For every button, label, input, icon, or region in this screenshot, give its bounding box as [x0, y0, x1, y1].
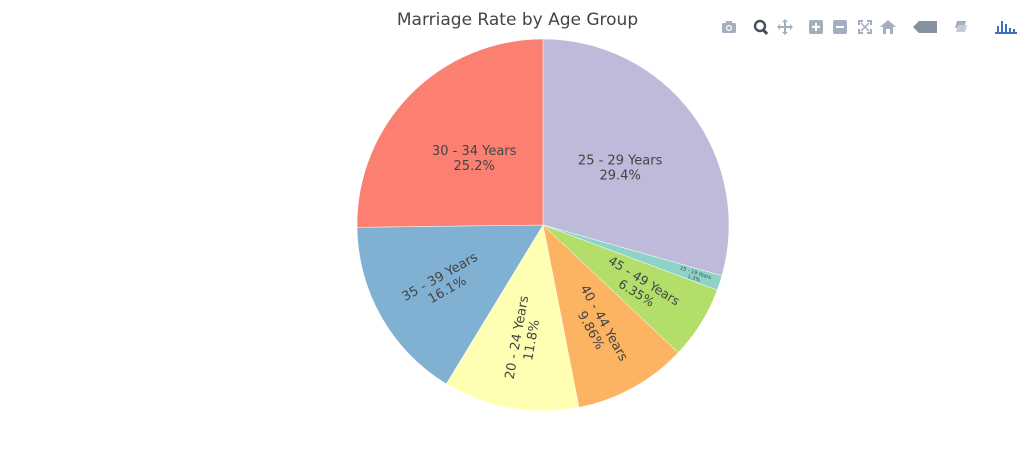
pie-slice-5[interactable]	[356, 224, 544, 385]
pie-slice-4[interactable]	[445, 224, 580, 412]
zoom-in-icon[interactable]	[807, 18, 825, 36]
camera-icon[interactable]	[720, 18, 738, 36]
slice-label-name: 30 - 34 Years	[432, 144, 517, 159]
home-icon[interactable]	[879, 18, 897, 36]
zoom-out-icon[interactable]	[831, 18, 849, 36]
plotly-logo-icon[interactable]	[994, 18, 1018, 36]
chart-title: Marriage Rate by Age Group	[396, 10, 639, 30]
hover-closest-icon[interactable]	[912, 18, 938, 36]
pan-icon[interactable]	[776, 18, 794, 36]
pie-slice-6[interactable]	[356, 38, 544, 228]
zoom-icon[interactable]	[752, 18, 770, 36]
slice-label-percent: 25.2%	[454, 159, 495, 174]
pie-slice-3[interactable]	[542, 224, 679, 408]
slice-label-percent: 1.3%	[687, 274, 701, 284]
autoscale-icon[interactable]	[856, 18, 874, 36]
slice-label-percent: 11.8%	[521, 319, 543, 362]
hover-compare-icon[interactable]	[952, 18, 970, 36]
pie-slice-0[interactable]	[542, 38, 730, 277]
slice-label-percent: 29.4%	[600, 169, 641, 184]
slice-label-name: 25 - 29 Years	[578, 154, 663, 169]
